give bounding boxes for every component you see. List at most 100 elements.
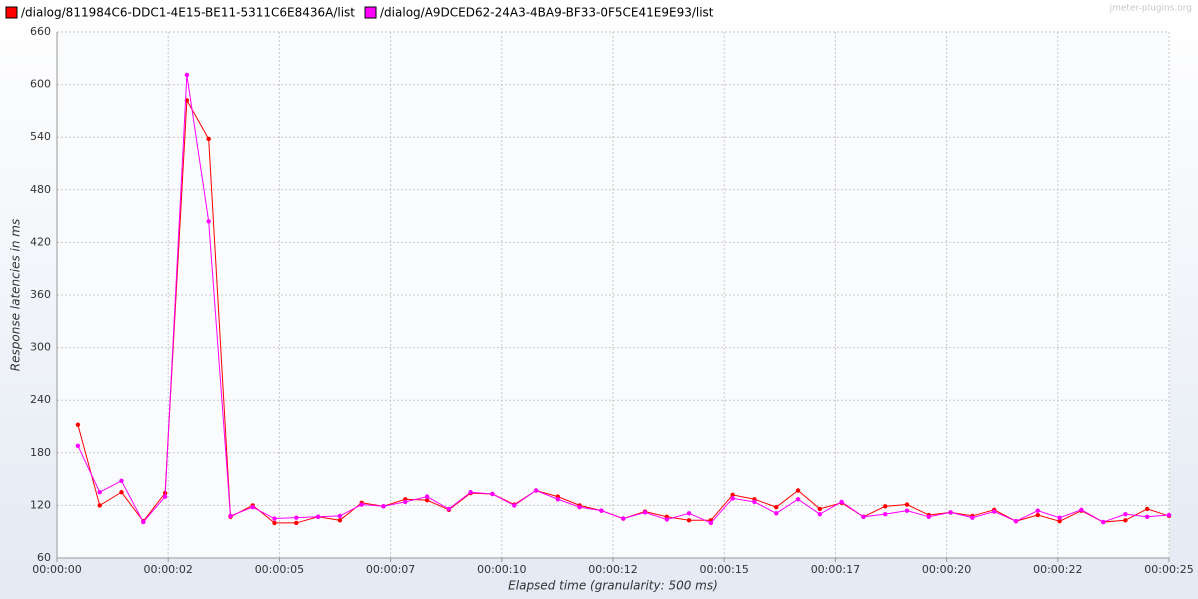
data-point xyxy=(1145,514,1150,519)
data-point xyxy=(184,72,190,78)
data-point xyxy=(730,496,735,501)
data-point xyxy=(141,519,146,525)
data-point xyxy=(337,518,343,523)
data-point xyxy=(904,502,910,507)
data-point xyxy=(555,497,561,502)
data-point xyxy=(119,490,124,495)
data-point xyxy=(206,219,211,224)
data-point xyxy=(446,506,452,512)
data-point xyxy=(1057,515,1062,520)
data-point xyxy=(512,503,517,508)
data-point xyxy=(250,504,255,510)
data-point xyxy=(730,492,735,498)
data-point xyxy=(1013,518,1019,524)
data-point xyxy=(97,503,102,508)
data-point xyxy=(599,508,604,513)
x-tick-label: 00:00:00 xyxy=(32,563,81,576)
data-point xyxy=(991,509,997,514)
data-point xyxy=(272,516,277,521)
y-tick-label: 600 xyxy=(30,78,51,91)
data-point xyxy=(926,514,932,519)
x-tick-label: 00:00:15 xyxy=(699,563,748,576)
data-point xyxy=(490,491,495,497)
data-point xyxy=(119,478,124,484)
data-point xyxy=(1123,511,1128,517)
data-point xyxy=(75,422,81,427)
data-point xyxy=(839,499,844,505)
y-tick-label: 540 xyxy=(30,130,51,143)
data-point xyxy=(904,508,910,513)
x-axis-label: Elapsed time (granularity: 500 ms) xyxy=(508,579,718,593)
data-point xyxy=(381,504,386,509)
y-axis-label: Response latencies in ms xyxy=(9,219,23,371)
data-point xyxy=(970,515,975,520)
data-point xyxy=(533,488,539,493)
data-point xyxy=(1166,512,1172,518)
y-tick-label: 480 xyxy=(30,183,51,196)
data-point xyxy=(752,499,757,505)
x-tick-label: 00:00:20 xyxy=(922,563,971,576)
data-point xyxy=(817,506,823,512)
legend-label: /dialog/811984C6-DDC1-4E15-BE11-5311C6E8… xyxy=(21,6,355,20)
data-point xyxy=(75,443,81,448)
data-point xyxy=(1100,519,1106,525)
data-point xyxy=(294,520,299,526)
data-point xyxy=(664,517,670,522)
data-point xyxy=(1057,518,1062,524)
data-point xyxy=(1123,518,1128,523)
data-point xyxy=(621,516,626,521)
data-point xyxy=(424,494,430,499)
x-tick-label: 00:00:25 xyxy=(1144,563,1193,576)
data-point xyxy=(795,488,801,493)
data-point xyxy=(359,502,364,507)
legend-swatch xyxy=(5,6,18,19)
data-point xyxy=(577,504,582,510)
data-point xyxy=(1145,506,1150,512)
x-tick-label: 00:00:10 xyxy=(477,563,526,576)
data-point xyxy=(315,514,321,519)
data-point xyxy=(468,490,473,495)
data-point xyxy=(774,504,779,510)
y-tick-label: 660 xyxy=(30,25,51,38)
data-point xyxy=(708,520,714,526)
data-point xyxy=(774,511,779,516)
data-point xyxy=(1035,512,1040,518)
x-tick-label: 00:00:07 xyxy=(366,563,415,576)
data-point xyxy=(228,513,233,519)
legend-swatch xyxy=(364,6,377,19)
data-point xyxy=(1079,507,1084,512)
x-tick-label: 00:00:12 xyxy=(588,563,637,576)
data-point xyxy=(795,497,801,502)
y-tick-label: 300 xyxy=(30,341,51,354)
data-point xyxy=(1035,508,1040,513)
y-tick-label: 360 xyxy=(30,288,51,301)
data-point xyxy=(337,513,343,519)
y-tick-label: 180 xyxy=(30,446,51,459)
data-point xyxy=(948,510,953,515)
data-point xyxy=(883,511,888,517)
x-tick-label: 00:00:22 xyxy=(1033,563,1082,576)
data-point xyxy=(424,497,430,503)
data-point xyxy=(642,510,648,515)
watermark: jmeter-plugins.org xyxy=(1109,4,1192,14)
y-tick-label: 60 xyxy=(37,551,51,564)
data-point xyxy=(686,511,692,516)
data-point xyxy=(162,494,168,499)
x-tick-label: 00:00:05 xyxy=(255,563,304,576)
data-point xyxy=(686,518,692,523)
x-tick-label: 00:00:02 xyxy=(143,563,192,576)
data-point xyxy=(861,514,866,519)
x-tick-label: 00:00:17 xyxy=(811,563,860,576)
y-tick-label: 120 xyxy=(30,498,51,511)
data-point xyxy=(97,490,102,495)
data-point xyxy=(206,136,211,142)
y-tick-label: 240 xyxy=(30,393,51,406)
legend-label: /dialog/A9DCED62-24A3-4BA9-BF33-0F5CE41E… xyxy=(380,6,714,20)
data-point xyxy=(272,520,277,526)
data-point xyxy=(817,511,823,517)
data-point xyxy=(403,499,408,505)
data-point xyxy=(883,504,888,509)
data-point xyxy=(294,515,299,520)
y-tick-label: 420 xyxy=(30,235,51,248)
